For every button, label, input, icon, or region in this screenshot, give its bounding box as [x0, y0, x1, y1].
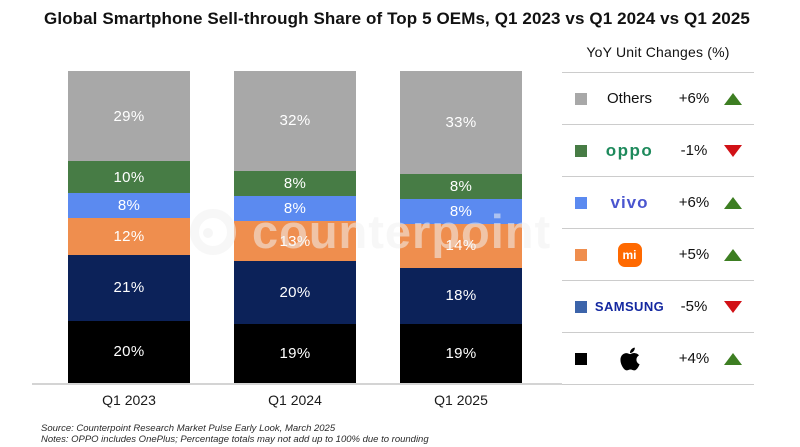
legend-row-oppo: oppo -1% [562, 125, 754, 177]
apple-swatch [575, 352, 587, 365]
segment-others-q1-2025: 33% [400, 71, 522, 174]
x-axis-labels: Q1 2023 Q1 2024 Q1 2025 [32, 392, 562, 412]
segment-others-q1-2024: 32% [234, 71, 356, 171]
segment-vivo-q1-2025: 8% [400, 198, 522, 224]
samsung-yoy-change: -5% [680, 298, 708, 315]
x-tick-label: Q1 2025 [434, 392, 488, 408]
x-tick-label: Q1 2024 [268, 392, 322, 408]
segment-value-label: 12% [113, 227, 145, 245]
segment-samsung-q1-2024: 20% [234, 261, 356, 324]
segment-value-label: 19% [445, 344, 477, 362]
segment-value-label: 14% [445, 237, 477, 255]
segment-value-label: 32% [279, 112, 311, 130]
oppo-logo: oppo [587, 141, 672, 161]
segment-oppo-q1-2025: 8% [400, 173, 522, 199]
legend-header: YoY Unit Changes (%) [586, 44, 730, 60]
segment-xiaomi-q1-2023: 12% [68, 217, 190, 256]
segment-value-label: 33% [445, 113, 477, 131]
legend-row-apple: +4% [562, 333, 754, 385]
up-triangle-icon [724, 196, 742, 209]
rounding-note: Notes: OPPO includes OnePlus; Percentage… [41, 434, 429, 445]
legend-row-vivo: vivo +6% [562, 177, 754, 229]
samsung-logo: SAMSUNG [587, 299, 672, 314]
yoy-legend: YoY Unit Changes (%) Others +6% oppo -1% viv… [562, 44, 754, 385]
xiaomi-mi-logo: mi [617, 242, 642, 267]
up-triangle-icon [724, 248, 742, 261]
oppo-wordmark: oppo [605, 140, 654, 160]
segment-xiaomi-q1-2024: 13% [234, 220, 356, 262]
segment-apple-q1-2023: 20% [68, 320, 190, 383]
xiaomi-yoy-change: +5% [678, 246, 710, 263]
legend-row-xiaomi: mi +5% [562, 229, 754, 281]
x-tick-label: Q1 2023 [102, 392, 156, 408]
segment-value-label: 18% [445, 287, 477, 305]
apple-yoy-change: +4% [678, 350, 710, 367]
bar-q1-2025: 19% 18% 14% 8% 8% 33% [400, 71, 522, 383]
others-logo: Others [587, 90, 672, 107]
legend-rows: Others +6% oppo -1% vivo +6% mi +5% SAMSUNG -5% +4… [562, 72, 754, 385]
down-triangle-icon [724, 300, 742, 313]
segment-others-q1-2023: 29% [68, 70, 190, 162]
chart-title: Global Smartphone Sell-through Share of … [44, 9, 750, 28]
oppo-swatch [575, 144, 587, 157]
segment-value-label: 20% [113, 343, 145, 361]
vivo-swatch [575, 196, 587, 209]
source-note: Source: Counterpoint Research Market Pul… [41, 423, 336, 434]
bar-q1-2023: 20% 21% 12% 8% 10% 29% [68, 70, 190, 383]
footer: Source: Counterpoint Research Market Pul… [41, 423, 429, 445]
vivo-yoy-change: +6% [678, 194, 710, 211]
segment-value-label: 10% [113, 168, 145, 186]
segment-value-label: 29% [113, 107, 145, 125]
segment-samsung-q1-2025: 18% [400, 267, 522, 324]
segment-value-label: 13% [279, 232, 311, 250]
oppo-yoy-change: -1% [680, 142, 708, 159]
segment-apple-q1-2025: 19% [400, 323, 522, 383]
segment-value-label: 8% [283, 174, 307, 192]
segment-value-label: 20% [279, 284, 311, 302]
segment-value-label: 8% [117, 196, 141, 214]
up-triangle-icon [724, 352, 742, 365]
segment-value-label: 8% [449, 177, 473, 195]
segment-oppo-q1-2024: 8% [234, 170, 356, 196]
segment-value-label: 8% [283, 199, 307, 217]
up-triangle-icon [724, 92, 742, 105]
xiaomi-logo: mi [587, 242, 672, 267]
segment-oppo-q1-2023: 10% [68, 161, 190, 193]
stacked-bar-chart: 20% 21% 12% 8% 10% 29% 19% 20% 13% 8% 8% 32% 19% 18% 1… [32, 70, 562, 385]
segment-value-label: 21% [113, 279, 145, 297]
segment-vivo-q1-2023: 8% [68, 192, 190, 218]
segment-apple-q1-2024: 19% [234, 323, 356, 383]
segment-xiaomi-q1-2025: 14% [400, 223, 522, 268]
samsung-wordmark: SAMSUNG [594, 299, 665, 314]
xiaomi-swatch [575, 248, 587, 261]
bar-q1-2024: 19% 20% 13% 8% 8% 32% [234, 71, 356, 383]
segment-vivo-q1-2024: 8% [234, 195, 356, 221]
legend-row-samsung: SAMSUNG -5% [562, 281, 754, 333]
legend-row-others: Others +6% [562, 73, 754, 125]
legend-label: Others [606, 90, 652, 107]
segment-value-label: 19% [279, 344, 311, 362]
vivo-wordmark: vivo [610, 192, 649, 212]
apple-logo [587, 346, 672, 372]
others-swatch [575, 92, 587, 105]
segment-samsung-q1-2023: 21% [68, 255, 190, 321]
vivo-logo: vivo [587, 193, 672, 213]
samsung-swatch [575, 300, 587, 313]
segment-value-label: 8% [449, 202, 473, 220]
down-triangle-icon [724, 144, 742, 157]
apple-logo-icon [619, 347, 640, 370]
others-yoy-change: +6% [678, 90, 710, 107]
